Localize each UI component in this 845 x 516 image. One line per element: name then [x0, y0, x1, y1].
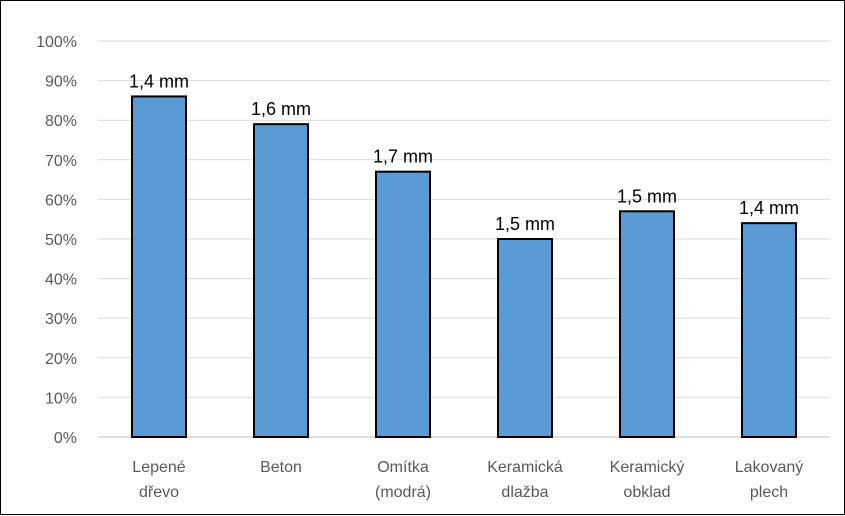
bar-data-label: 1,7 mm — [373, 147, 433, 167]
y-tick-label: 0% — [54, 430, 77, 447]
y-tick-label: 10% — [45, 390, 77, 407]
category-label: obklad — [623, 484, 670, 501]
y-axis-ticks: 0% 10% 20% 30% 40% 50% 60% 70% 80% 90% 100% — [36, 34, 77, 447]
bar-data-label: 1,5 mm — [495, 214, 555, 234]
category-label: Lepené — [132, 459, 185, 476]
bar-data-label: 1,5 mm — [617, 186, 677, 206]
category-label: Omítka — [377, 459, 429, 476]
bar — [497, 238, 553, 438]
bar — [741, 222, 797, 438]
category-label: Beton — [260, 459, 302, 476]
bar — [375, 170, 431, 438]
category-label: dlažba — [501, 484, 548, 501]
y-tick-label: 90% — [45, 74, 77, 91]
category-labels: Lepené dřevo Beton Omítka (modrá) Keramická dl… — [132, 459, 803, 501]
bar — [253, 123, 309, 438]
data-labels: 1,4 mm 1,6 mm 1,7 mm 1,5 mm 1,5 mm 1,4 mm — [129, 71, 799, 234]
bar-data-label: 1,4 mm — [129, 71, 189, 91]
category-label: plech — [750, 484, 788, 501]
category-label: Keramická — [487, 459, 563, 476]
y-tick-label: 20% — [45, 351, 77, 368]
gridlines — [98, 40, 830, 438]
y-tick-label: 80% — [45, 113, 77, 130]
category-label: dřevo — [139, 484, 179, 501]
y-tick-label: 70% — [45, 153, 77, 170]
bar-data-label: 1,4 mm — [739, 198, 799, 218]
category-label: Keramický — [610, 459, 685, 476]
y-tick-label: 50% — [45, 232, 77, 249]
y-tick-label: 40% — [45, 272, 77, 289]
bar — [619, 210, 675, 438]
category-label: Lakovaný — [735, 459, 804, 476]
y-tick-label: 60% — [45, 192, 77, 209]
y-tick-label: 100% — [36, 34, 77, 51]
category-label: (modrá) — [375, 484, 431, 501]
bars — [131, 95, 797, 438]
bar — [131, 95, 187, 438]
bar-data-label: 1,6 mm — [251, 99, 311, 119]
y-tick-label: 30% — [45, 311, 77, 328]
